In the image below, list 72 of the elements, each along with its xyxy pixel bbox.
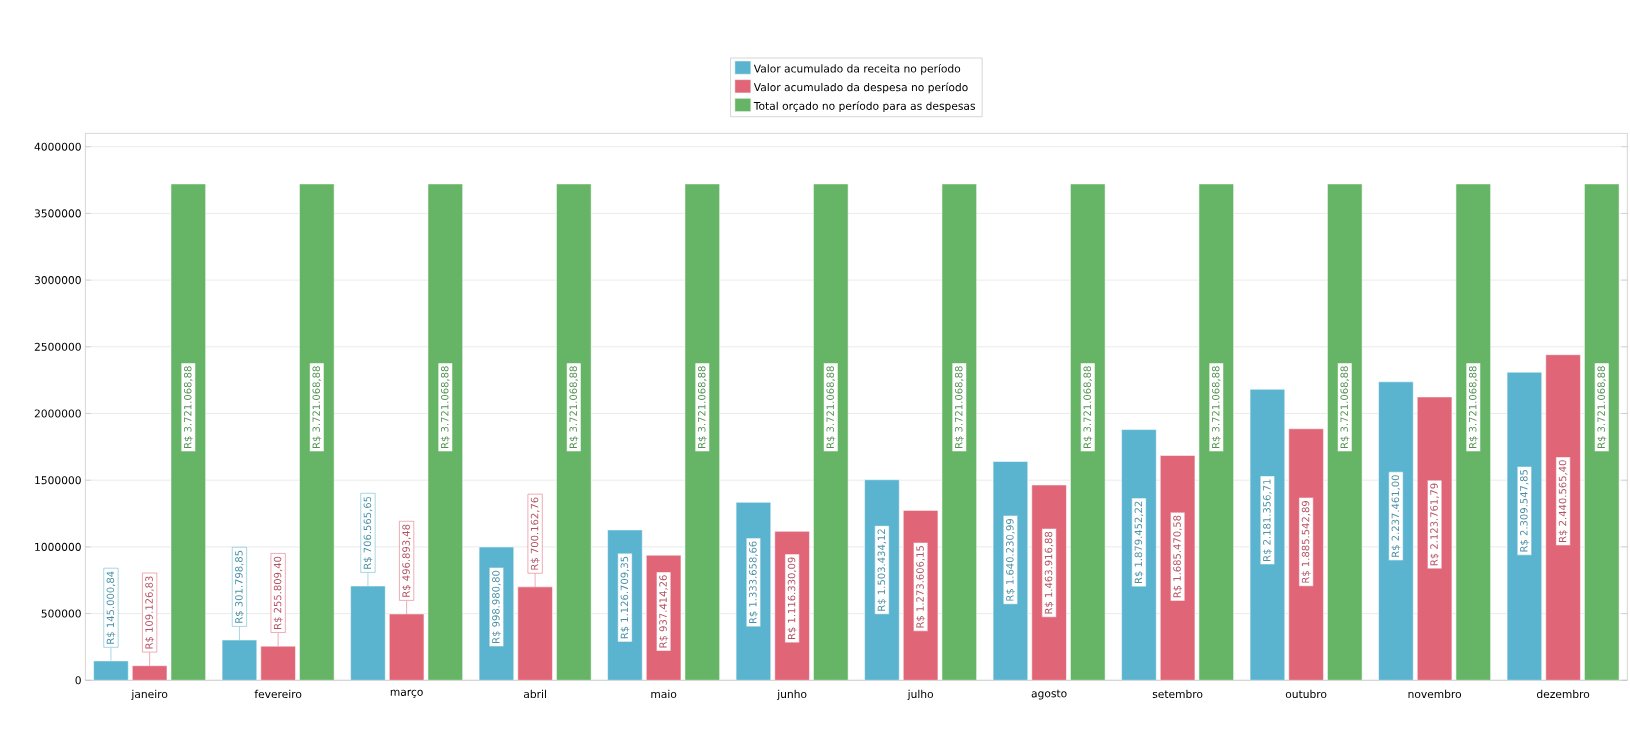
bar xyxy=(684,183,720,681)
y-tick-label: 2500000 xyxy=(34,342,81,352)
x-tick-label: abril xyxy=(523,689,546,699)
bar xyxy=(556,183,592,681)
data-label: R$ 3.721.068,88 xyxy=(1211,366,1221,449)
y-tick-label: 500000 xyxy=(41,609,81,618)
data-label: R$ 1.273.606,15 xyxy=(916,546,926,628)
data-label: R$ 1.879.452,22 xyxy=(1134,501,1144,584)
data-label: R$ 2.440.565,40 xyxy=(1558,460,1568,543)
y-tick-label: 3500000 xyxy=(34,209,81,218)
y-tick-label: 1000000 xyxy=(35,543,81,552)
y-tick-label: 2000000 xyxy=(34,409,81,418)
data-label: R$ 3.721.068,88 xyxy=(440,366,450,449)
bar xyxy=(170,183,206,681)
x-tick-label: setembro xyxy=(1152,689,1203,699)
data-label: R$ 1.685.470,58 xyxy=(1173,515,1183,598)
data-label: R$ 998.980,80 xyxy=(491,570,501,644)
data-label: R$ 145.000,84 xyxy=(106,571,116,644)
data-label: R$ 1.885.542,89 xyxy=(1301,501,1311,583)
x-tick-label: novembro xyxy=(1408,689,1462,699)
x-tick-label: junho xyxy=(777,689,807,701)
data-label: R$ 3.721.068,88 xyxy=(1083,366,1093,449)
data-label: R$ 706.565,65 xyxy=(363,497,373,569)
data-label: R$ 2.123.761,79 xyxy=(1430,483,1440,566)
data-label: R$ 3.721.068,88 xyxy=(569,366,579,449)
data-label: R$ 3.721.068,88 xyxy=(826,366,836,449)
x-tick-label: janeiro xyxy=(131,689,168,701)
bar xyxy=(813,183,849,681)
bar xyxy=(1327,183,1363,681)
data-label: R$ 109.126,83 xyxy=(145,576,155,649)
data-label: R$ 3.721.068,88 xyxy=(954,366,964,449)
x-tick-label: outubro xyxy=(1285,689,1327,699)
x-tick-label: julho xyxy=(907,689,934,701)
data-label: R$ 3.721.068,88 xyxy=(312,366,322,449)
y-tick-label: 1500000 xyxy=(35,476,81,485)
data-label: R$ 2.309.547,85 xyxy=(1519,470,1529,552)
bar xyxy=(299,183,335,681)
x-tick-label: maio xyxy=(651,689,677,699)
data-label: R$ 937.414,26 xyxy=(659,575,669,648)
x-tick-label: dezembro xyxy=(1537,689,1590,699)
data-label: R$ 1.116.330,09 xyxy=(787,557,797,640)
bar xyxy=(1198,183,1234,681)
data-label: R$ 3.721.068,88 xyxy=(1468,366,1478,449)
data-label: R$ 1.463.916,88 xyxy=(1044,532,1054,614)
x-tick-label: agosto xyxy=(1031,689,1067,700)
data-label: R$ 301.798,85 xyxy=(234,551,244,623)
legend-label: Valor acumulado da receita no período xyxy=(753,64,961,75)
data-label: R$ 1.126.709,35 xyxy=(620,557,630,639)
data-label: R$ 1.640.230,99 xyxy=(1005,519,1015,601)
data-label: R$ 2.181.356,71 xyxy=(1262,479,1272,562)
data-label: R$ 2.237.461,00 xyxy=(1391,475,1401,557)
bar xyxy=(1070,183,1106,681)
legend-label: Total orçado no período para as despesas xyxy=(753,101,975,113)
data-label: R$ 3.721.068,88 xyxy=(697,366,707,449)
data-label: R$ 1.503.434,12 xyxy=(877,529,887,611)
y-tick-label: 3000000 xyxy=(34,276,81,285)
legend-label: Valor acumulado da despesa no período xyxy=(753,82,968,94)
bar xyxy=(1455,183,1491,681)
data-label: R$ 700.162,76 xyxy=(530,497,540,570)
bar xyxy=(427,183,463,681)
data-label: R$ 496.893,48 xyxy=(402,524,412,597)
bar xyxy=(1584,183,1620,681)
data-label: R$ 1.333.658,66 xyxy=(748,541,758,624)
data-label: R$ 3.721.068,88 xyxy=(1340,366,1350,449)
y-tick-label: 4000000 xyxy=(34,142,81,151)
y-tick-label: 0 xyxy=(75,676,81,685)
bar xyxy=(941,183,977,681)
data-label: R$ 3.721.068,88 xyxy=(183,366,193,449)
data-label: R$ 255.809,40 xyxy=(273,556,283,630)
data-label: R$ 3.721.068,88 xyxy=(1597,366,1607,449)
x-tick-label: fevereiro xyxy=(254,689,302,699)
x-tick-label: março xyxy=(390,689,423,698)
